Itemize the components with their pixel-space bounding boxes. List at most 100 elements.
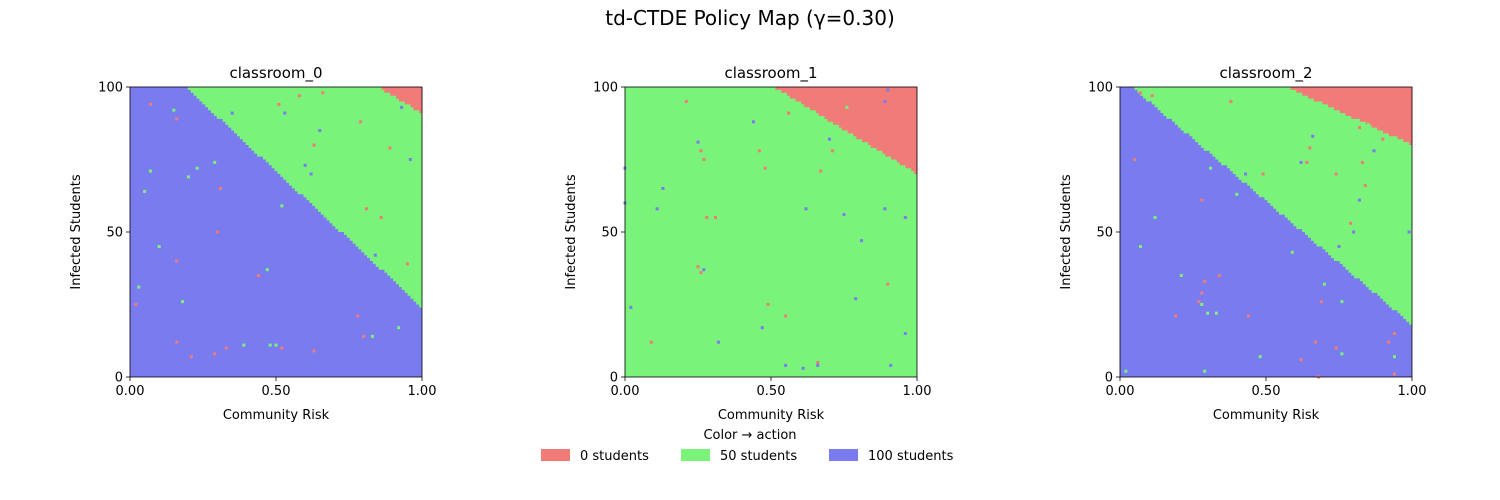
policy-cell	[702, 268, 706, 272]
policy-region-0-students	[1287, 87, 1413, 145]
policy-cell	[195, 166, 199, 170]
policy-cell	[1311, 134, 1315, 138]
policy-cell	[175, 340, 179, 344]
policy-cell	[1124, 369, 1128, 373]
policy-cell	[1387, 340, 1391, 344]
policy-cell	[1340, 300, 1344, 304]
policy-cell	[903, 332, 907, 335]
subplot-title: classroom_0	[229, 64, 322, 83]
x-axis-label: Community Risk	[1213, 408, 1320, 423]
policy-cell	[283, 111, 287, 115]
policy-cell	[303, 163, 307, 167]
policy-cell	[655, 207, 659, 211]
policy-cell	[804, 207, 808, 211]
y-axis-label: Infected Students	[564, 174, 579, 289]
policy-cell	[787, 111, 791, 115]
policy-cell	[370, 334, 374, 338]
policy-cell	[1392, 332, 1396, 335]
policy-cell	[1322, 282, 1326, 286]
policy-cell	[365, 207, 369, 211]
policy-cell	[1392, 355, 1396, 359]
y-axis-label: Infected Students	[1059, 174, 1074, 289]
policy-cell	[1290, 250, 1294, 254]
policy-cell	[1384, 363, 1388, 367]
policy-cell	[175, 259, 179, 263]
policy-region-50-students	[1131, 87, 1413, 325]
legend-entry: 0 students	[541, 449, 649, 464]
policy-cell	[362, 334, 366, 338]
policy-cell	[274, 343, 278, 347]
policy-cell	[889, 363, 893, 367]
policy-cell	[1258, 355, 1262, 359]
legend-label: 100 students	[868, 449, 954, 464]
policy-cell	[186, 175, 190, 179]
legend: Color → action 0 students 50 students 100 …	[541, 428, 954, 464]
policy-cell	[1261, 172, 1265, 176]
policy-cell	[242, 343, 246, 347]
policy-cell	[137, 285, 141, 289]
policy-cell	[230, 111, 234, 115]
policy-cell	[1206, 311, 1210, 315]
policy-cell	[213, 352, 217, 356]
policy-cell	[763, 166, 767, 170]
policy-region-0-students	[775, 87, 918, 174]
policy-cell	[699, 149, 703, 153]
subplot-title: classroom_2	[1219, 64, 1312, 83]
policy-cell	[373, 253, 377, 257]
policy-cell	[1203, 369, 1207, 373]
policy-cell	[1340, 352, 1344, 356]
policy-cell	[816, 361, 820, 364]
policy-cell	[1179, 274, 1183, 277]
x-tick-label: 0.50	[1252, 384, 1281, 399]
policy-cell	[1173, 314, 1177, 318]
y-tick-label: 100	[593, 81, 618, 96]
policy-cell	[1133, 158, 1137, 161]
policy-cell	[696, 265, 700, 269]
policy-cell	[819, 169, 823, 173]
policy-cell	[277, 102, 281, 106]
policy-cell	[705, 216, 709, 219]
subplot-title: classroom_1	[724, 64, 817, 83]
figure-title: td-CTDE Policy Map (γ=0.30)	[605, 6, 895, 30]
policy-cell	[397, 326, 401, 330]
y-tick-label: 50	[601, 226, 618, 241]
policy-cell	[224, 346, 228, 350]
policy-cell	[400, 105, 404, 109]
y-axis-label: Infected Students	[69, 174, 84, 289]
policy-cell	[903, 216, 907, 219]
policy-cell	[148, 169, 152, 173]
policy-cell	[1200, 291, 1204, 295]
policy-cell	[699, 271, 703, 275]
policy-cell	[1308, 146, 1312, 150]
policy-cell	[143, 189, 147, 193]
policy-cell	[1407, 230, 1411, 234]
policy-cell	[1352, 355, 1356, 359]
x-tick-label: 0.00	[611, 384, 640, 399]
policy-cell	[297, 94, 301, 98]
policy-cell	[219, 187, 223, 190]
policy-cell	[1357, 126, 1361, 130]
policy-cell	[1217, 274, 1221, 277]
policy-cell	[1352, 230, 1356, 234]
policy-cell	[702, 158, 706, 161]
policy-cell	[1334, 172, 1338, 176]
policy-cell	[148, 102, 152, 106]
policy-cell	[268, 343, 272, 347]
x-axis-label: Community Risk	[223, 408, 330, 423]
policy-cell	[172, 108, 176, 112]
policy-cell	[1138, 91, 1142, 95]
y-tick-label: 50	[1096, 226, 1113, 241]
x-axis-label: Community Risk	[718, 408, 825, 423]
policy-cell	[1357, 198, 1361, 202]
policy-cell	[318, 129, 322, 132]
policy-cell	[696, 140, 700, 144]
policy-cell	[883, 207, 887, 211]
policy-cell	[751, 120, 755, 124]
policy-region-50-students	[184, 87, 423, 308]
policy-cell	[1363, 184, 1367, 188]
x-tick-label: 1.00	[408, 384, 437, 399]
policy-cell	[886, 88, 890, 92]
x-tick-label: 0.00	[1106, 384, 1135, 399]
policy-cell	[716, 340, 720, 344]
